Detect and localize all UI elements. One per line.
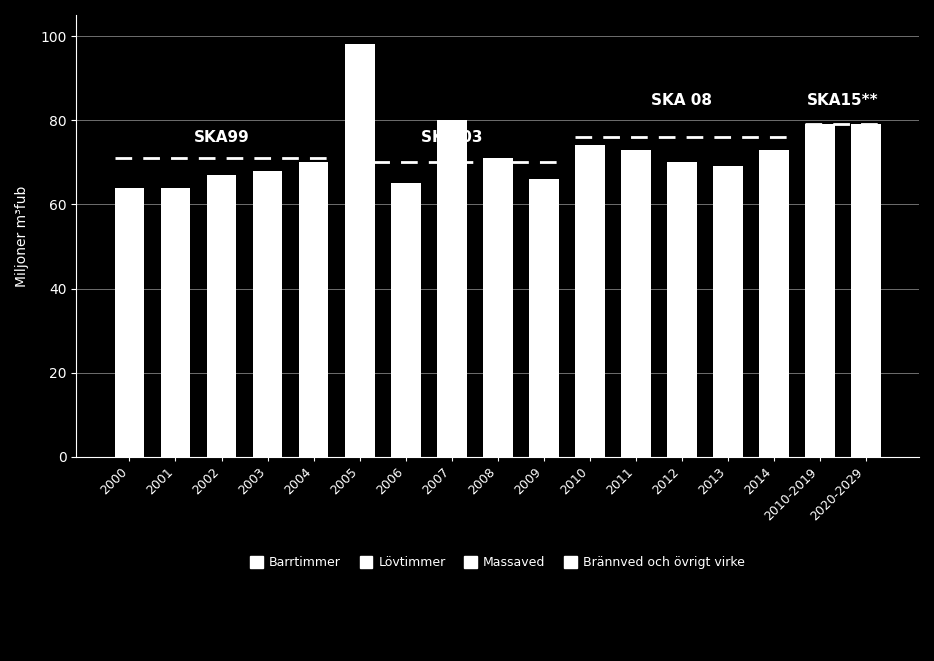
- Bar: [299, 163, 329, 457]
- Text: SKA99: SKA99: [193, 130, 249, 145]
- Bar: [713, 167, 743, 457]
- Bar: [345, 44, 375, 457]
- Legend: Barrtimmer, Lövtimmer, Massaved, Brännved och övrigt virke: Barrtimmer, Lövtimmer, Massaved, Brännve…: [246, 551, 750, 574]
- Bar: [851, 124, 881, 457]
- Bar: [621, 149, 651, 457]
- Bar: [390, 183, 420, 457]
- Text: SKA15**: SKA15**: [807, 93, 879, 108]
- Text: SKA 03: SKA 03: [421, 130, 482, 145]
- Y-axis label: Miljoner m³fub: Miljoner m³fub: [15, 185, 29, 287]
- Bar: [252, 171, 282, 457]
- Bar: [115, 188, 145, 457]
- Bar: [483, 158, 513, 457]
- Bar: [206, 175, 236, 457]
- Bar: [667, 163, 697, 457]
- Bar: [758, 149, 788, 457]
- Text: SKA 08: SKA 08: [651, 93, 712, 108]
- Bar: [805, 124, 835, 457]
- Bar: [529, 179, 559, 457]
- Bar: [574, 145, 604, 457]
- Bar: [161, 188, 191, 457]
- Bar: [436, 120, 467, 457]
